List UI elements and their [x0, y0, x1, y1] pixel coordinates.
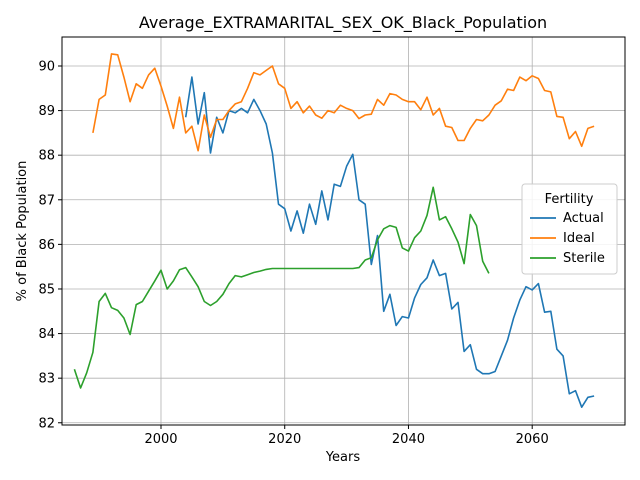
- y-tick-label: 88: [38, 149, 55, 164]
- y-tick-label: 82: [38, 416, 55, 431]
- y-tick-label: 83: [38, 372, 55, 387]
- y-tick-label: 85: [38, 282, 55, 297]
- y-tick-label: 90: [38, 59, 55, 74]
- x-tick-label: 2000: [144, 432, 177, 447]
- plot-frame: [61, 36, 626, 426]
- legend-box: [521, 183, 618, 275]
- series-line-sterile: [73, 186, 490, 389]
- x-axis-label: Years: [325, 450, 361, 465]
- legend: Fertility Actual Ideal Sterile: [521, 183, 618, 275]
- chart-title: Average_EXTRAMARITAL_SEX_OK_Black_Popula…: [139, 13, 547, 33]
- axis-ticks: 2000 2020 2040 2060 82 83 84 85 86 87 88 89 90: [38, 59, 548, 447]
- x-tick-label: 2020: [268, 432, 301, 447]
- y-tick-label: 84: [38, 327, 55, 342]
- y-tick-label: 89: [38, 104, 55, 119]
- legend-entry-ideal: Ideal: [563, 231, 595, 246]
- series-layer: [73, 53, 595, 409]
- x-tick-label: 2060: [516, 432, 549, 447]
- series-line-ideal: [92, 53, 595, 152]
- legend-entry-actual: Actual: [563, 211, 604, 226]
- x-tick-label: 2040: [392, 432, 425, 447]
- series-line-actual: [184, 76, 595, 409]
- legend-entry-sterile: Sterile: [563, 251, 605, 266]
- y-axis-label: % of Black Population: [15, 161, 30, 302]
- legend-title: Fertility: [545, 192, 594, 207]
- y-tick-label: 87: [38, 193, 55, 208]
- y-tick-label: 86: [38, 238, 55, 253]
